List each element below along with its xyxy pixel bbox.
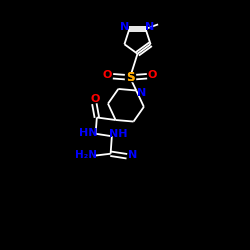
Text: O: O — [91, 94, 100, 104]
Text: O: O — [148, 70, 157, 81]
Text: N: N — [146, 22, 155, 32]
Bar — [125, 74, 135, 81]
Text: N: N — [137, 88, 146, 98]
Text: NH: NH — [109, 129, 127, 139]
Text: N: N — [128, 150, 137, 160]
Text: S: S — [126, 71, 134, 84]
Text: O: O — [103, 70, 112, 81]
Text: HN: HN — [79, 128, 98, 138]
Text: N: N — [120, 22, 130, 32]
Text: H₂N: H₂N — [75, 150, 97, 160]
Text: S: S — [126, 71, 134, 84]
